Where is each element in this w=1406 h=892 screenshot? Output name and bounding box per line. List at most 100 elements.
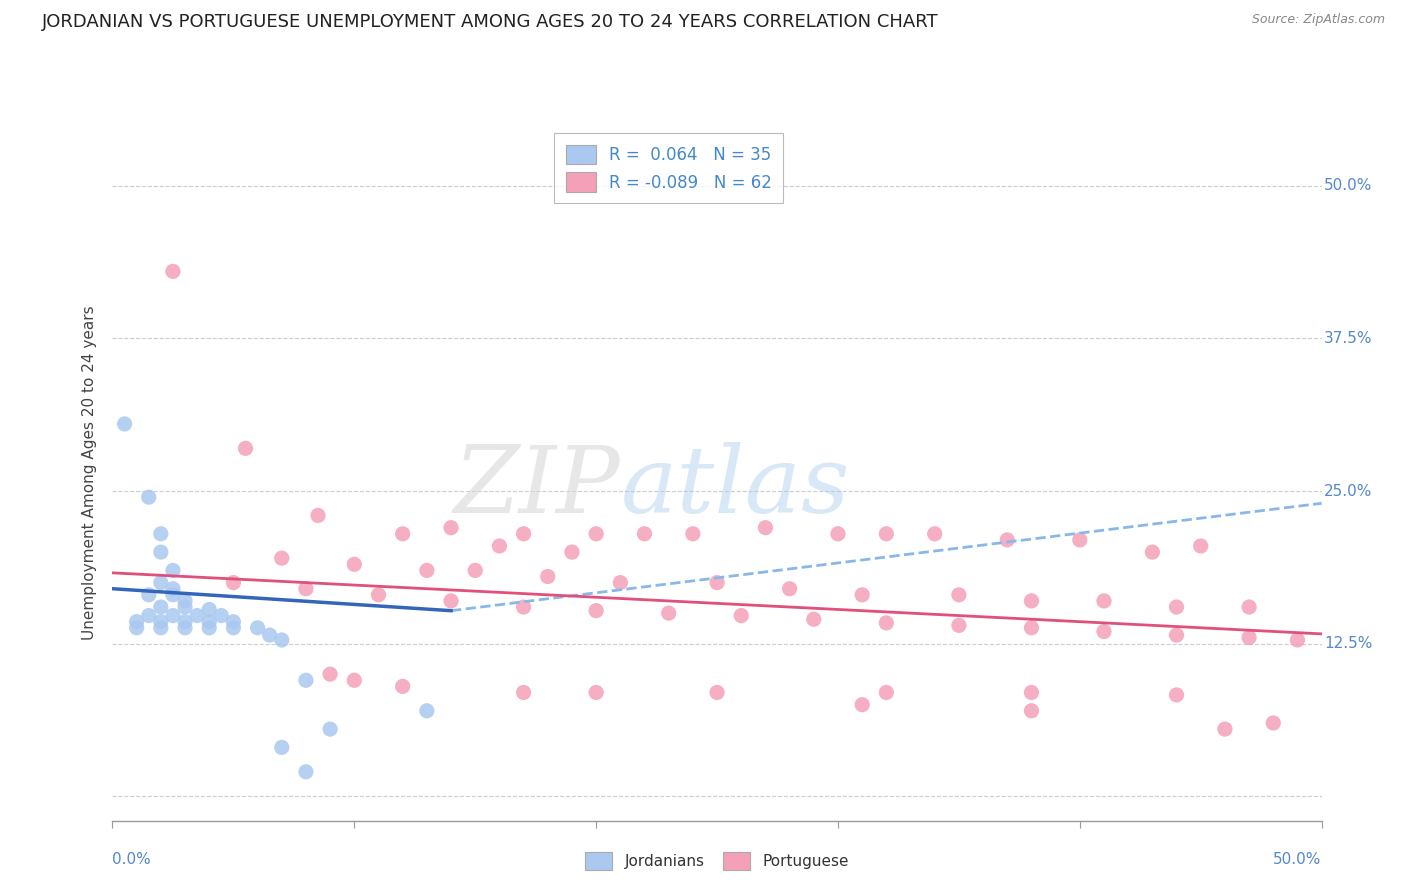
Point xyxy=(754,521,776,535)
Text: 37.5%: 37.5% xyxy=(1324,331,1372,346)
Point xyxy=(658,606,681,620)
Point xyxy=(114,417,136,431)
Point xyxy=(875,685,897,699)
Legend: Jordanians, Portuguese: Jordanians, Portuguese xyxy=(579,846,855,876)
Point xyxy=(149,545,172,559)
Point xyxy=(138,608,160,623)
Point xyxy=(1069,533,1091,547)
Point xyxy=(827,526,849,541)
Point xyxy=(851,588,873,602)
Point xyxy=(149,575,172,590)
Point xyxy=(512,526,534,541)
Point xyxy=(138,490,160,504)
Point xyxy=(875,526,897,541)
Point xyxy=(1142,545,1164,559)
Point xyxy=(222,575,245,590)
Point xyxy=(875,615,897,630)
Point xyxy=(391,526,413,541)
Point xyxy=(319,667,342,681)
Point xyxy=(174,600,197,615)
Point xyxy=(512,600,534,615)
Point xyxy=(440,521,463,535)
Point xyxy=(162,588,184,602)
Point xyxy=(295,673,318,688)
Point xyxy=(1237,600,1260,615)
Point xyxy=(1263,716,1285,731)
Point xyxy=(209,608,232,623)
Point xyxy=(174,621,197,635)
Point xyxy=(1286,632,1309,647)
Point xyxy=(609,575,631,590)
Point xyxy=(307,508,329,523)
Point xyxy=(416,563,439,577)
Point xyxy=(295,764,318,779)
Point xyxy=(174,594,197,608)
Point xyxy=(464,563,486,577)
Point xyxy=(174,615,197,629)
Point xyxy=(222,615,245,629)
Point xyxy=(138,588,160,602)
Point xyxy=(416,704,439,718)
Text: 0.0%: 0.0% xyxy=(112,852,152,867)
Point xyxy=(948,588,970,602)
Point xyxy=(149,621,172,635)
Point xyxy=(319,722,342,736)
Point xyxy=(851,698,873,712)
Text: JORDANIAN VS PORTUGUESE UNEMPLOYMENT AMONG AGES 20 TO 24 YEARS CORRELATION CHART: JORDANIAN VS PORTUGUESE UNEMPLOYMENT AMO… xyxy=(42,13,939,31)
Y-axis label: Unemployment Among Ages 20 to 24 years: Unemployment Among Ages 20 to 24 years xyxy=(82,305,97,640)
Point xyxy=(259,628,281,642)
Text: 25.0%: 25.0% xyxy=(1324,483,1372,499)
Point xyxy=(186,608,208,623)
Text: 50.0%: 50.0% xyxy=(1324,178,1372,194)
Point xyxy=(198,621,221,635)
Point xyxy=(1092,594,1115,608)
Point xyxy=(1021,621,1043,635)
Text: 12.5%: 12.5% xyxy=(1324,636,1372,651)
Text: ZIP: ZIP xyxy=(454,442,620,532)
Point xyxy=(270,632,292,647)
Point xyxy=(1189,539,1212,553)
Point xyxy=(270,551,292,566)
Point xyxy=(1166,688,1188,702)
Point xyxy=(512,685,534,699)
Point xyxy=(1021,685,1043,699)
Text: atlas: atlas xyxy=(620,442,849,532)
Point xyxy=(162,582,184,596)
Point xyxy=(561,545,583,559)
Point xyxy=(779,582,801,596)
Point xyxy=(125,615,148,629)
Point xyxy=(235,442,257,456)
Point xyxy=(1021,704,1043,718)
Point xyxy=(343,673,366,688)
Point xyxy=(1021,594,1043,608)
Point xyxy=(149,526,172,541)
Text: 50.0%: 50.0% xyxy=(1274,852,1322,867)
Point xyxy=(440,594,463,608)
Point xyxy=(730,608,752,623)
Point xyxy=(367,588,389,602)
Point xyxy=(585,604,607,618)
Point xyxy=(803,612,825,626)
Text: Source: ZipAtlas.com: Source: ZipAtlas.com xyxy=(1251,13,1385,27)
Point xyxy=(682,526,704,541)
Point xyxy=(706,685,728,699)
Point xyxy=(1166,600,1188,615)
Point xyxy=(1092,624,1115,639)
Point xyxy=(222,621,245,635)
Point xyxy=(246,621,269,635)
Point xyxy=(585,685,607,699)
Point xyxy=(633,526,655,541)
Point xyxy=(270,740,292,755)
Point xyxy=(585,526,607,541)
Point xyxy=(125,621,148,635)
Point xyxy=(948,618,970,632)
Point xyxy=(149,615,172,629)
Point xyxy=(924,526,946,541)
Point xyxy=(537,569,560,583)
Point xyxy=(149,600,172,615)
Point xyxy=(295,582,318,596)
Point xyxy=(488,539,510,553)
Point xyxy=(995,533,1018,547)
Point xyxy=(162,608,184,623)
Point xyxy=(706,575,728,590)
